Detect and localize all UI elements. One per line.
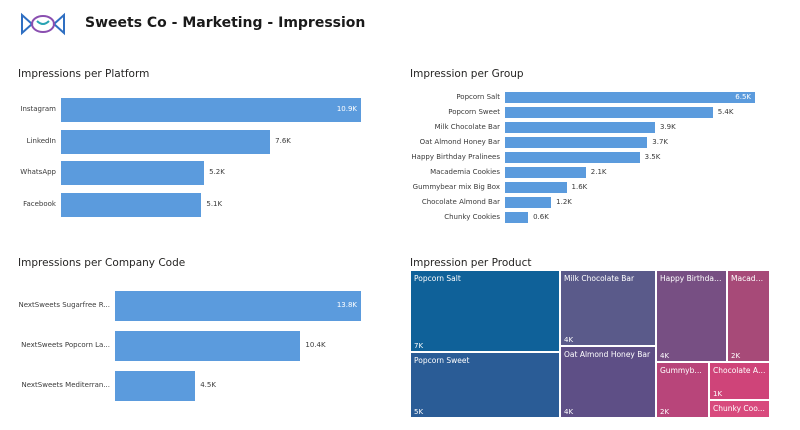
tile-label: Macade... xyxy=(731,274,766,283)
treemap-tile[interactable]: Gummybe... 2K xyxy=(656,362,709,418)
tile-value: 4K xyxy=(564,408,574,416)
treemap-tile[interactable]: Chocolate Al... 1K xyxy=(709,362,770,400)
data-label: 2.1K xyxy=(590,167,607,176)
category-label: Macademia Cookies xyxy=(430,167,500,176)
treemap-tile[interactable]: Macade... 2K xyxy=(727,270,770,362)
data-label: 0.6K xyxy=(533,212,549,221)
bar[interactable] xyxy=(115,291,361,321)
data-label: 5.4K xyxy=(717,107,734,116)
platform-chart-title: Impressions per Platform xyxy=(18,68,150,80)
data-label: 3.9K xyxy=(660,122,676,131)
data-label: 10.4K xyxy=(305,341,326,349)
bar[interactable] xyxy=(505,137,648,148)
group-chart-title: Impression per Group xyxy=(410,68,524,80)
bar[interactable] xyxy=(505,182,567,193)
category-label: Milk Chocolate Bar xyxy=(434,122,500,131)
data-label: 5.1K xyxy=(206,199,223,208)
category-label: Chunky Cookies xyxy=(444,212,500,221)
data-label: 7.6K xyxy=(275,136,291,145)
treemap-tile[interactable]: Happy Birthday ... 4K xyxy=(656,270,727,362)
bar[interactable] xyxy=(505,92,755,103)
bar[interactable] xyxy=(505,122,655,133)
category-label: NextSweets Sugarfree R... xyxy=(18,301,110,309)
data-label: 4.5K xyxy=(200,381,216,389)
category-label: Popcorn Salt xyxy=(456,92,500,101)
treemap-tile[interactable]: Popcorn Sweet 5K xyxy=(410,352,560,418)
category-label: LinkedIn xyxy=(26,136,56,145)
bar[interactable] xyxy=(505,197,552,208)
category-label: Chocolate Almond Bar xyxy=(421,197,500,206)
treemap-tile[interactable]: Oat Almond Honey Bar 4K xyxy=(560,346,656,418)
tile-label: Chocolate Al... xyxy=(713,366,766,375)
company-chart-title: Impressions per Company Code xyxy=(18,257,186,269)
treemap-tile[interactable]: Popcorn Salt 7K xyxy=(410,270,560,352)
tile-value: 4K xyxy=(564,336,574,344)
data-label: 5.2K xyxy=(209,168,225,176)
data-label: 3.7K xyxy=(652,137,669,146)
data-label: 1.6K xyxy=(571,182,588,191)
category-label: Gummybear mix Big Box xyxy=(412,182,500,191)
data-label: 6.5K xyxy=(735,92,751,101)
data-label: 3.5K xyxy=(644,152,661,161)
candy-logo-icon xyxy=(21,12,65,36)
bar[interactable] xyxy=(505,212,529,223)
tile-label: Gummybe... xyxy=(660,366,705,375)
bar[interactable] xyxy=(505,152,640,163)
tile-label: Milk Chocolate Bar xyxy=(564,274,635,283)
bar[interactable] xyxy=(61,129,271,154)
data-label: 10.9K xyxy=(336,105,357,113)
tile-value: 1K xyxy=(713,390,723,398)
treemap-tile[interactable]: Milk Chocolate Bar 4K xyxy=(560,270,656,346)
bar[interactable] xyxy=(115,331,301,361)
tile-value: 2K xyxy=(731,352,741,360)
category-label: NextSweets Popcorn La... xyxy=(21,341,110,349)
category-label: WhatsApp xyxy=(20,168,56,176)
tile-value: 7K xyxy=(414,342,424,350)
bar[interactable] xyxy=(61,98,361,122)
tile-value: 4K xyxy=(660,352,670,360)
tile-value: 2K xyxy=(660,408,670,416)
bar[interactable] xyxy=(115,371,196,401)
category-label: Happy Birthday Pralinees xyxy=(411,152,500,161)
bar[interactable] xyxy=(61,192,202,217)
tile-label: Oat Almond Honey Bar xyxy=(564,350,651,359)
category-label: NextSweets Mediterran... xyxy=(21,381,110,389)
bar[interactable] xyxy=(505,167,586,178)
tile-label: Popcorn Salt xyxy=(414,274,461,283)
tile-value: 5K xyxy=(414,408,424,416)
bar[interactable] xyxy=(505,107,713,118)
category-label: Oat Almond Honey Bar xyxy=(419,137,500,146)
category-label: Facebook xyxy=(23,199,56,208)
tile-label: Popcorn Sweet xyxy=(414,356,470,365)
bar[interactable] xyxy=(61,161,205,185)
data-label: 1.2K xyxy=(556,197,572,206)
tile-label: Happy Birthday ... xyxy=(660,274,723,283)
page-title: Sweets Co - Marketing - Impression xyxy=(85,15,366,31)
treemap-tile[interactable]: Chunky Coo... xyxy=(709,400,770,418)
category-label: Popcorn Sweet xyxy=(448,107,500,116)
product-chart-title: Impression per Product xyxy=(410,257,532,269)
product-treemap: Popcorn Salt 7K Popcorn Sweet 5K Milk Chocol… xyxy=(410,270,770,418)
category-label: Instagram xyxy=(20,105,56,113)
data-label: 13.8K xyxy=(336,301,357,309)
tile-label: Chunky Coo... xyxy=(713,404,765,413)
